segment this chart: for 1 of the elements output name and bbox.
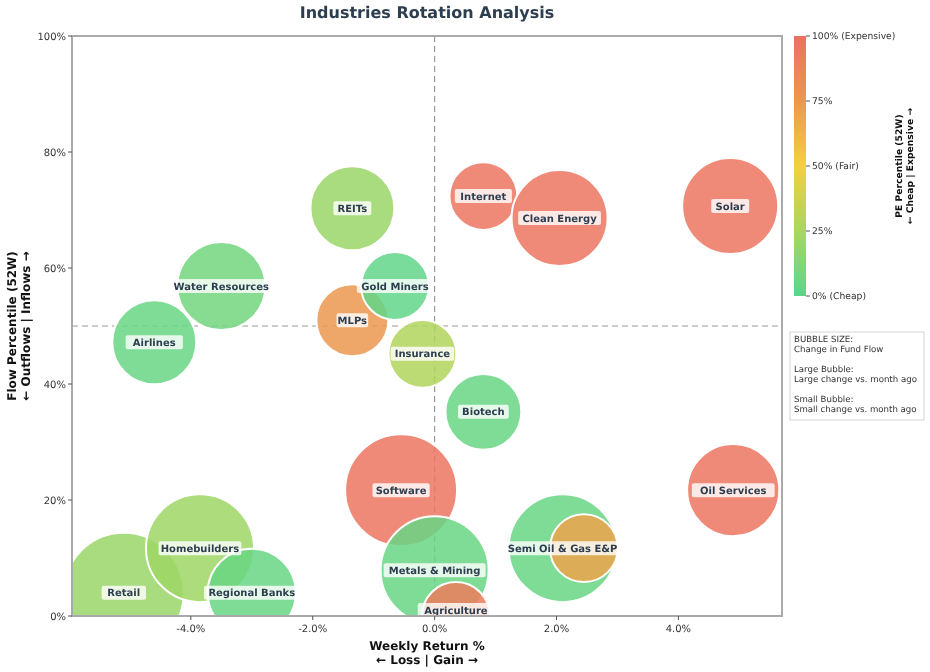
chart-title: Industries Rotation Analysis	[299, 4, 555, 22]
